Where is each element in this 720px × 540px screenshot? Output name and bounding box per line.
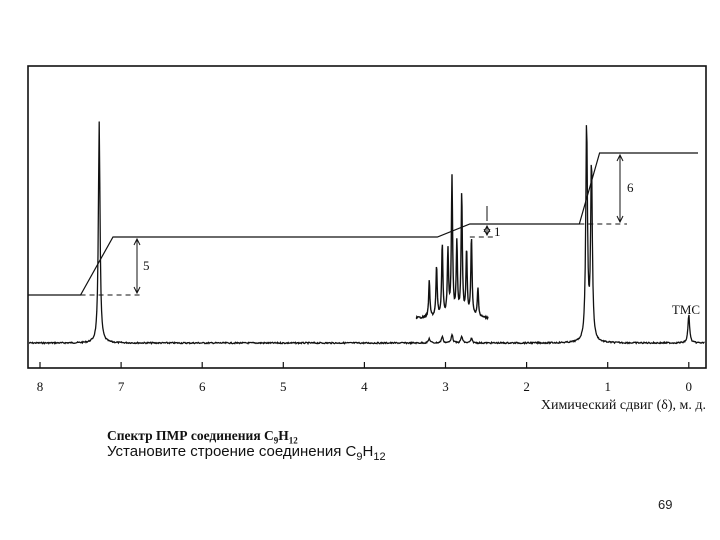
tmc-annotation: TMC <box>672 302 700 317</box>
x-tick-label-2: 2 <box>523 379 530 394</box>
integration-curve <box>28 152 698 296</box>
x-tick-label-3: 3 <box>442 379 449 394</box>
caption-sub-12: 12 <box>288 435 298 446</box>
integral-label-2: 6 <box>627 180 634 195</box>
integral-label-1: 1 <box>494 224 501 239</box>
page-number: 69 <box>658 497 673 512</box>
task-h: H <box>362 443 374 460</box>
integral-arrowhead-top-0 <box>133 237 141 246</box>
inset-multiplet-trace <box>415 174 489 321</box>
caption-h: H <box>278 428 289 443</box>
x-tick-label-7: 7 <box>118 379 125 394</box>
integral-arrowhead-bottom-1 <box>483 228 491 237</box>
x-tick-label-1: 1 <box>604 379 611 394</box>
integral-arrowhead-bottom-2 <box>616 215 624 224</box>
integral-arrowhead-bottom-0 <box>133 286 141 295</box>
x-axis-label: Химический сдвиг (δ), м. д. <box>541 398 706 413</box>
task-sub-9: 9 <box>356 451 363 463</box>
integral-label-0: 5 <box>143 258 150 273</box>
x-tick-label-0: 0 <box>686 379 693 394</box>
plot-frame <box>27 65 707 369</box>
spectrum-caption: Спектр ПМР соединения C9H12 <box>107 428 298 446</box>
x-tick-label-4: 4 <box>361 379 368 394</box>
task-sub-12: 12 <box>373 451 386 463</box>
task-text: Установите строение соединения C <box>107 443 357 460</box>
caption-text: Спектр ПМР соединения C <box>107 428 274 443</box>
caption-sub-9: 9 <box>273 435 279 446</box>
x-tick-label-8: 8 <box>37 379 44 394</box>
integral-arrowhead-top-2 <box>616 153 624 162</box>
x-tick-label-5: 5 <box>280 379 287 394</box>
x-tick-label-6: 6 <box>199 379 206 394</box>
task-caption: Установите строение соединения C9H12 <box>107 443 386 463</box>
spectrum-trace <box>28 121 705 346</box>
